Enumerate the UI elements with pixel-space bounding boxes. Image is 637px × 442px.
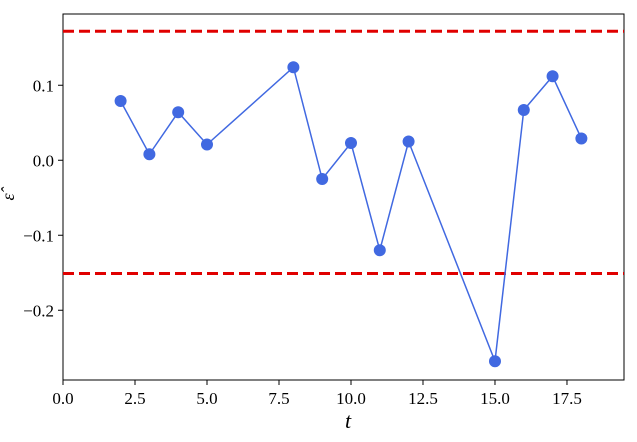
x-tick-label: 5.0: [196, 389, 217, 408]
data-point: [373, 244, 386, 257]
x-tick-label: 17.5: [552, 389, 582, 408]
plot-frame: [62, 13, 625, 381]
data-point: [344, 137, 357, 149]
x-tick-label: 0.0: [52, 389, 73, 408]
data-point: [114, 95, 127, 107]
x-tick-label: 7.5: [268, 389, 289, 408]
data-point: [488, 355, 501, 368]
x-tick-label: 2.5: [124, 389, 145, 408]
data-point: [517, 104, 530, 116]
data-point: [143, 148, 156, 161]
x-tick-label: 10.0: [336, 389, 366, 408]
data-point: [575, 132, 588, 145]
data-point: [172, 106, 185, 119]
y-tick-label: 0.0: [33, 151, 54, 170]
data-point: [546, 70, 559, 83]
y-axis-label: ε̂: [0, 186, 18, 200]
y-tick-label: −0.2: [23, 301, 54, 320]
data-point: [316, 173, 329, 185]
series-line: [119, 65, 583, 362]
x-tick-label: 12.5: [408, 389, 438, 408]
data-point: [402, 135, 415, 148]
data-point: [287, 61, 300, 74]
data-point: [200, 138, 213, 151]
y-tick-label: 0.1: [33, 76, 54, 95]
x-tick-label: 15.0: [480, 389, 510, 408]
y-tick-label: −0.1: [23, 226, 54, 245]
x-axis-label: t: [345, 408, 352, 433]
